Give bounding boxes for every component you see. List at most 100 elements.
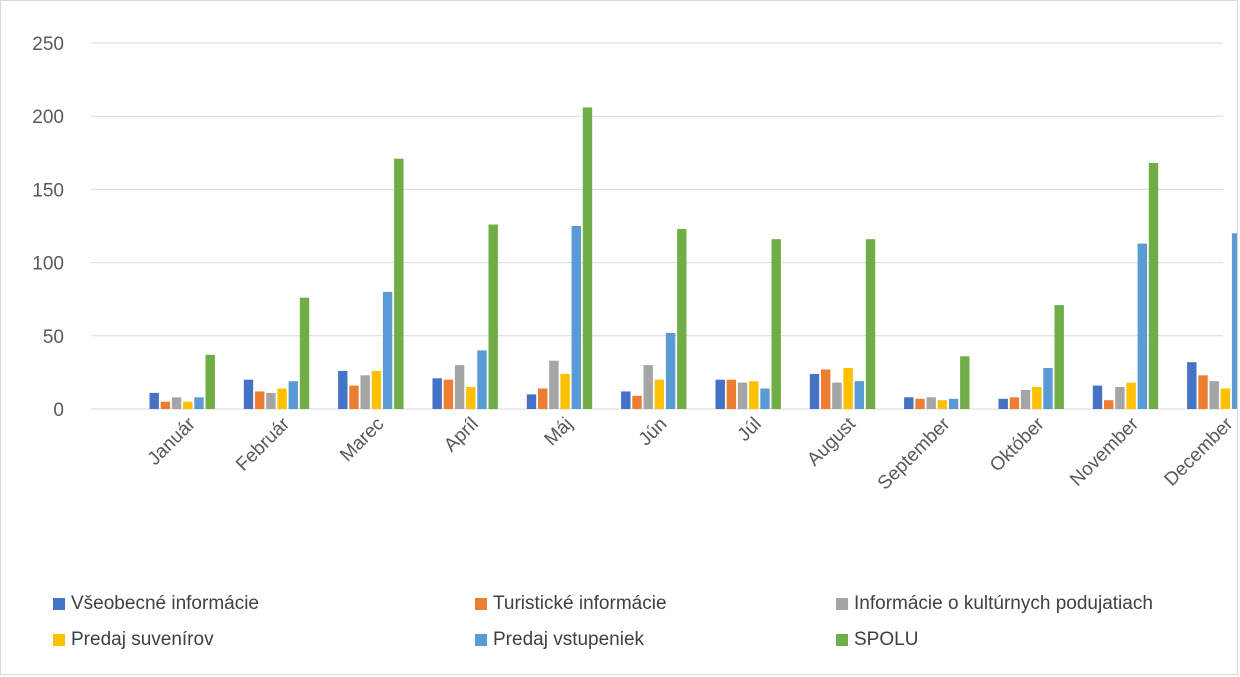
bar (1231, 233, 1240, 409)
bar (488, 224, 498, 409)
bar (371, 370, 382, 409)
y-tick-label: 200 (32, 107, 64, 128)
bar (288, 381, 298, 409)
bar (432, 378, 442, 409)
bar (299, 297, 310, 409)
bar (832, 382, 842, 409)
x-tick-label: September (874, 413, 955, 494)
bar (915, 398, 925, 409)
bar (854, 381, 864, 409)
legend-label: Všeobecné informácie (71, 593, 259, 614)
bar (1054, 305, 1064, 409)
x-tick-label: Marec (336, 414, 388, 466)
bar (1137, 243, 1147, 409)
x-tick-label: Október (986, 413, 1049, 476)
bar (1009, 397, 1020, 409)
legend-item: SPOLU (836, 629, 918, 651)
legend-item: Predaj suvenírov (53, 629, 214, 651)
legend-label: Predaj vstupeniek (493, 629, 645, 650)
legend-swatch (475, 634, 487, 646)
legend-swatch (53, 598, 65, 610)
x-tick-label: Január (144, 413, 200, 469)
legend-item: Predaj vstupeniek (475, 629, 644, 651)
legend-item: Všeobecné informácie (53, 593, 259, 615)
legend-swatch (475, 598, 487, 610)
gridlines (91, 42, 1223, 410)
x-tick-label: Júl (734, 414, 766, 446)
legend-item: Turistické informácie (475, 593, 667, 615)
bar (560, 373, 570, 409)
y-tick-label: 150 (32, 180, 64, 201)
bar (737, 382, 748, 409)
bars (149, 107, 1240, 410)
legend-label: Turistické informácie (493, 593, 667, 614)
x-tick-label: December (1161, 413, 1237, 490)
bar (771, 239, 781, 409)
bar (726, 379, 737, 409)
bar (865, 239, 876, 409)
bar (360, 375, 370, 409)
bar (349, 385, 359, 409)
bar (571, 226, 581, 409)
bar (654, 379, 665, 409)
bar (749, 381, 759, 409)
bar (1148, 163, 1159, 409)
bar (1104, 400, 1114, 409)
bar (538, 388, 548, 409)
legend-swatch (836, 598, 848, 610)
bar (1187, 362, 1197, 409)
bar (843, 368, 853, 409)
legend-label: Informácie o kultúrnych podujatiach (854, 593, 1153, 614)
bar (715, 379, 725, 409)
bar (338, 370, 348, 409)
bar (677, 228, 687, 409)
legend-swatch (53, 634, 65, 646)
bar (809, 373, 820, 409)
bar (948, 398, 959, 409)
bar (277, 388, 287, 409)
bar (1043, 368, 1053, 409)
bar (243, 379, 254, 409)
bar (1126, 382, 1136, 409)
bar (582, 107, 593, 410)
x-tick-label: Apríl (440, 414, 482, 456)
x-tick-label: Máj (541, 414, 578, 451)
bar (632, 395, 642, 409)
legend-swatch (836, 634, 848, 646)
bar (643, 365, 653, 409)
bar (1020, 390, 1031, 409)
bar (183, 401, 193, 409)
bar (394, 158, 404, 409)
bar (665, 332, 676, 409)
bar (821, 369, 831, 409)
bar (937, 400, 948, 409)
x-tick-label: Jún (635, 414, 672, 451)
bar (1032, 387, 1042, 409)
x-tick-label: August (803, 413, 860, 470)
bar (255, 391, 265, 409)
bar (960, 356, 970, 409)
bar (205, 354, 215, 409)
bar-chart: 0 50 100 150 200 250 Január Február Marec Apríl M… (32, 34, 1240, 494)
bar (443, 379, 454, 409)
bar (904, 397, 914, 409)
legend-label: Predaj suvenírov (71, 629, 214, 650)
x-axis-ticks: Január Február Marec Apríl Máj Jún Júl August Se… (144, 413, 1238, 494)
bar (266, 392, 276, 409)
bar (382, 291, 393, 409)
bar (477, 350, 487, 409)
bar (926, 397, 936, 409)
bar (998, 398, 1008, 409)
bar (1115, 387, 1125, 409)
bar (760, 388, 770, 409)
bar (621, 391, 631, 409)
bar (1209, 381, 1219, 409)
y-axis-ticks: 0 50 100 150 200 250 (32, 34, 64, 421)
bar (526, 394, 537, 409)
y-tick-label: 0 (53, 400, 64, 421)
x-tick-label: November (1066, 413, 1143, 490)
legend-item: Informácie o kultúrnych podujatiach (836, 593, 1153, 615)
bar (466, 387, 476, 409)
bar (160, 401, 171, 409)
